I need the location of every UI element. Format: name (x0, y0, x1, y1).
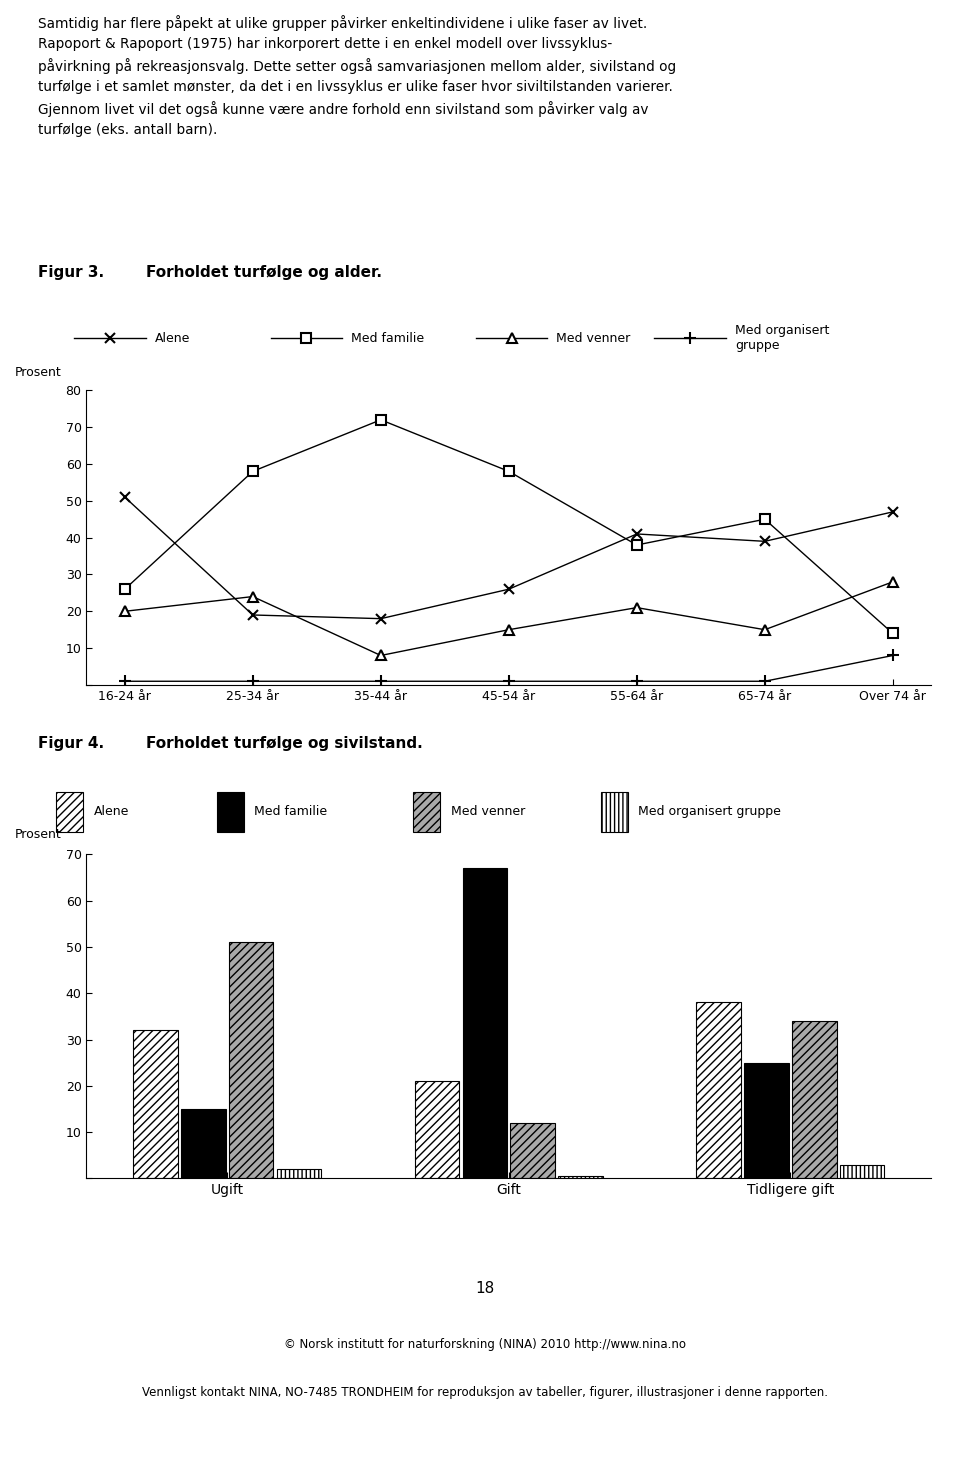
Text: Prosent: Prosent (14, 828, 61, 841)
Text: Figur 4.: Figur 4. (38, 736, 105, 751)
Text: Prosent: Prosent (14, 365, 61, 379)
Bar (744, 1062, 789, 1178)
FancyBboxPatch shape (414, 792, 440, 832)
Text: 18: 18 (475, 1282, 494, 1296)
Bar (133, 1030, 178, 1178)
Text: Med familie: Med familie (254, 806, 327, 819)
Text: Alene: Alene (155, 331, 190, 345)
Text: Med familie: Med familie (351, 331, 424, 345)
Text: Med venner: Med venner (556, 331, 631, 345)
FancyBboxPatch shape (601, 792, 628, 832)
Text: Med organisert
gruppe: Med organisert gruppe (734, 324, 829, 352)
FancyBboxPatch shape (57, 792, 84, 832)
Bar (511, 1122, 555, 1178)
Text: Vennligst kontakt NINA, NO-7485 TRONDHEIM for reproduksjon av tabeller, figurer,: Vennligst kontakt NINA, NO-7485 TRONDHEI… (142, 1386, 828, 1399)
Bar (415, 1081, 459, 1178)
Text: © Norsk institutt for naturforskning (NINA) 2010 http://www.nina.no: © Norsk institutt for naturforskning (NI… (284, 1337, 685, 1351)
FancyBboxPatch shape (217, 792, 244, 832)
Bar (792, 1021, 836, 1178)
Bar (276, 1170, 322, 1178)
Text: Forholdet turfølge og sivilstand.: Forholdet turfølge og sivilstand. (146, 736, 422, 751)
Text: Alene: Alene (94, 806, 130, 819)
Text: Figur 3.: Figur 3. (38, 265, 105, 280)
Bar (181, 1109, 226, 1178)
Bar (228, 943, 274, 1178)
Text: Med venner: Med venner (451, 806, 525, 819)
Bar (463, 868, 507, 1178)
Text: Samtidig har flere påpekt at ulike grupper påvirker enkeltindividene i ulike fas: Samtidig har flere påpekt at ulike grupp… (38, 15, 677, 137)
Bar (696, 1003, 741, 1178)
Text: Forholdet turfølge og alder.: Forholdet turfølge og alder. (146, 265, 381, 280)
Bar (840, 1165, 884, 1178)
Bar (559, 1175, 603, 1178)
Text: Med organisert gruppe: Med organisert gruppe (638, 806, 781, 819)
